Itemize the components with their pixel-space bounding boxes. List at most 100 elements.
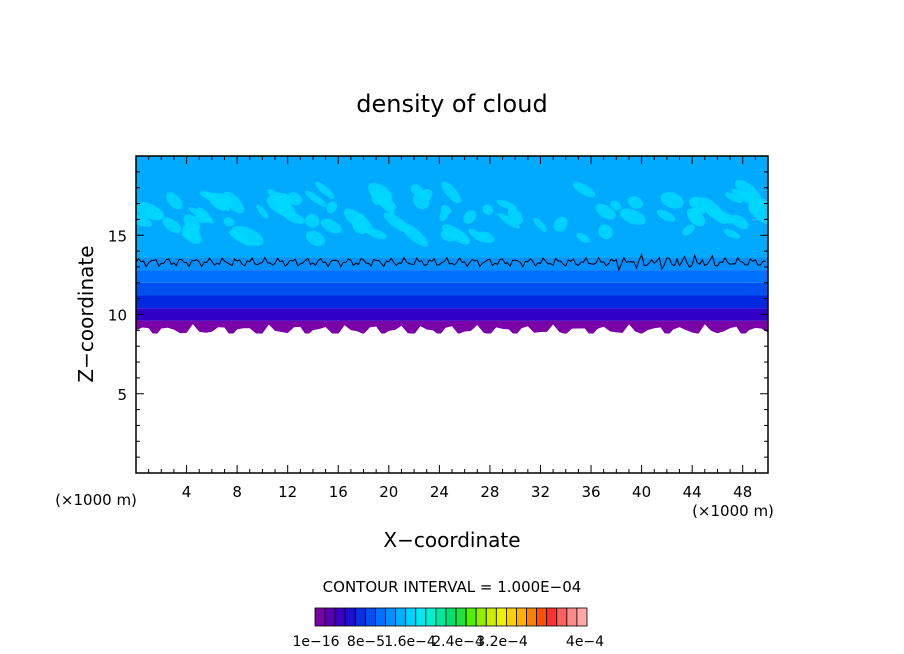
- streak: [496, 199, 517, 210]
- colorbar-swatch: [354, 607, 366, 627]
- x-unit-right: (×1000 m): [692, 502, 774, 520]
- streak: [723, 229, 741, 239]
- colorbar-swatch: [364, 607, 376, 627]
- x-tick-label: 8: [232, 483, 242, 501]
- colorbar-labels: 1e−16 8e−5 1.6e−42.4e−43.2e−4 4e−4: [292, 634, 604, 650]
- colorbar-swatch: [556, 607, 568, 627]
- streak: [598, 224, 613, 240]
- streak: [748, 200, 761, 214]
- x-axis-ticks: 4 8 12 16 20 24 28 32 36 40 44 48: [148, 156, 756, 501]
- y-axis-label: Z−coordinate: [74, 245, 98, 382]
- streak: [315, 181, 335, 199]
- streak: [136, 213, 152, 227]
- colorbar-swatch: [425, 607, 437, 627]
- streak: [267, 189, 289, 209]
- contour-line: [136, 252, 766, 272]
- x-tick-label: 40: [632, 483, 651, 501]
- streak: [468, 229, 487, 243]
- colorbar-swatch: [334, 607, 346, 627]
- y-tick-label: 5: [117, 386, 127, 404]
- y-tick-label: 15: [108, 227, 127, 245]
- colorbar-swatch: [324, 607, 336, 627]
- streak: [724, 192, 743, 204]
- streak: [656, 209, 676, 222]
- streak: [482, 204, 494, 216]
- streak: [610, 200, 622, 211]
- colorbar-label: 1.6e−4: [384, 634, 436, 650]
- colorbar-swatch: [536, 607, 548, 627]
- streak: [533, 217, 547, 232]
- density-layer-1: [136, 308, 768, 321]
- streak: [326, 201, 338, 214]
- streak: [440, 229, 456, 242]
- x-tick-label: 16: [329, 483, 348, 501]
- streak: [223, 216, 235, 227]
- streak: [576, 232, 590, 243]
- colorbar-swatch: [445, 607, 457, 627]
- streak: [256, 205, 269, 219]
- colorbar-label: 2.4e−4: [432, 634, 484, 650]
- streak: [144, 206, 165, 220]
- x-tick-label: 36: [581, 483, 600, 501]
- streak: [304, 190, 327, 207]
- colorbar-swatch: [465, 607, 477, 627]
- colorbar-swatch: [344, 607, 356, 627]
- colorbar-swatch: [475, 607, 487, 627]
- colorbar-label: 1e−16: [292, 634, 339, 650]
- streak: [223, 191, 245, 214]
- x-tick-label: 48: [733, 483, 752, 501]
- streak: [498, 213, 520, 229]
- x-tick-label: 28: [480, 483, 499, 501]
- streak: [305, 230, 325, 247]
- colorbar-swatch: [516, 607, 527, 627]
- streak: [734, 180, 762, 203]
- colorbar-swatch: [566, 607, 578, 627]
- colorbar-swatch: [375, 607, 386, 627]
- x-tick-label: 20: [379, 483, 398, 501]
- streak: [690, 196, 708, 212]
- streak: [690, 216, 705, 226]
- density-layer-2: [136, 295, 768, 309]
- streak: [266, 195, 296, 218]
- streak: [343, 208, 373, 234]
- x-tick-label: 4: [182, 483, 192, 501]
- streak: [595, 203, 616, 220]
- streak: [229, 231, 251, 246]
- colorbar-label: 3.2e−4: [476, 634, 528, 650]
- cloud-base-mask: [136, 324, 768, 473]
- streak: [627, 196, 643, 209]
- density-layer-4: [136, 270, 768, 283]
- chart-title: density of cloud: [356, 90, 547, 118]
- colorbar-swatch: [485, 607, 497, 627]
- colorbar-swatch: [415, 607, 427, 627]
- colorbar-swatch: [405, 607, 417, 627]
- streak: [439, 209, 449, 221]
- colorbar-swatch: [395, 607, 407, 627]
- colorbar-swatch: [495, 607, 507, 627]
- streak: [453, 229, 469, 244]
- streak: [305, 214, 320, 228]
- x-tick-label: 32: [531, 483, 550, 501]
- x-axis-label: X−coordinate: [383, 528, 520, 552]
- streak: [383, 212, 410, 233]
- streak: [162, 217, 182, 234]
- colorbar-swatch: [455, 607, 467, 627]
- streak: [682, 224, 695, 236]
- streak: [188, 207, 214, 224]
- streak: [705, 207, 736, 224]
- streak: [287, 192, 303, 206]
- streak: [572, 182, 596, 198]
- y-axis-ticks: 5 10 15: [108, 171, 768, 458]
- streak: [231, 225, 264, 246]
- colorbar-swatch: [506, 607, 517, 627]
- streak: [463, 210, 477, 224]
- streak: [421, 189, 433, 200]
- streak: [166, 192, 183, 210]
- streak: [660, 192, 684, 209]
- streak: [320, 218, 342, 234]
- streak: [441, 181, 461, 204]
- streak: [619, 208, 646, 225]
- density-layer-3: [136, 282, 768, 296]
- colorbar-swatch: [526, 607, 538, 627]
- streak: [365, 228, 387, 240]
